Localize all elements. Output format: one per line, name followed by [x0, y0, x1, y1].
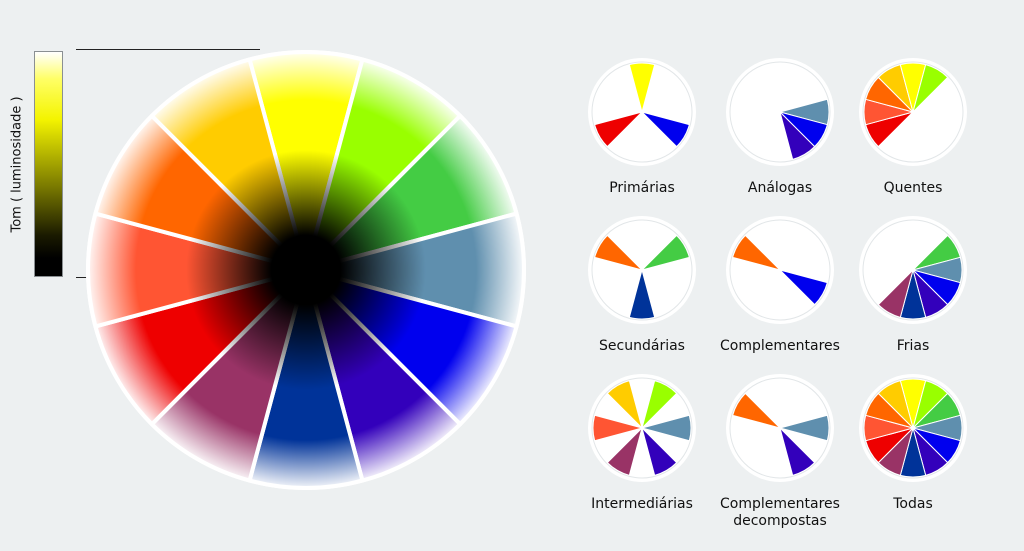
swatch-7: [726, 374, 834, 482]
swatch-2: [859, 58, 967, 166]
swatch-5: [859, 216, 967, 324]
swatch-wedge: [628, 268, 656, 320]
swatch-wedge: [594, 111, 644, 148]
swatch-label-0: Primárias: [609, 180, 675, 196]
swatch-wedge: [877, 380, 914, 430]
swatch-wedge: [640, 234, 690, 271]
swatch-wedge: [778, 414, 830, 442]
swatch-wedge: [877, 268, 914, 318]
swatch-label-3: Secundárias: [599, 338, 685, 354]
swatch-wedge: [732, 234, 782, 271]
swatch-wedge: [641, 380, 678, 430]
swatch-label-7: Complementares decompostas: [720, 496, 840, 529]
swatch-6: [588, 374, 696, 482]
swatch-label-2: Quentes: [883, 180, 943, 196]
swatch-wedge: [641, 426, 678, 476]
swatch-wedge: [778, 269, 828, 306]
swatch-wedge: [592, 414, 644, 442]
swatch-wedge: [779, 426, 816, 476]
luminosity-scale-bar: [34, 51, 63, 277]
swatch-label-8: Todas: [893, 496, 933, 512]
swatch-3: [588, 216, 696, 324]
swatch-4: [726, 216, 834, 324]
swatch-label-4: Complementares: [720, 338, 840, 354]
swatch-wedge: [628, 62, 656, 114]
swatch-wedge: [640, 111, 690, 148]
swatch-wedge: [594, 234, 644, 271]
swatch-wedge: [779, 110, 816, 160]
swatch-wedge: [606, 380, 643, 430]
scale-top-marker-line: [76, 49, 260, 50]
swatch-1: [726, 58, 834, 166]
swatch-label-1: Análogas: [747, 180, 813, 196]
wheel-light-edge: [88, 52, 524, 488]
swatch-wedge: [640, 414, 692, 442]
swatch-wedge: [732, 392, 782, 429]
swatch-wedge: [606, 426, 643, 476]
swatch-8: [859, 374, 967, 482]
swatch-label-6: Intermediárias: [591, 496, 693, 512]
swatch-wedge: [912, 64, 949, 114]
swatch-label-5: Frias: [896, 338, 930, 354]
swatch-0: [588, 58, 696, 166]
